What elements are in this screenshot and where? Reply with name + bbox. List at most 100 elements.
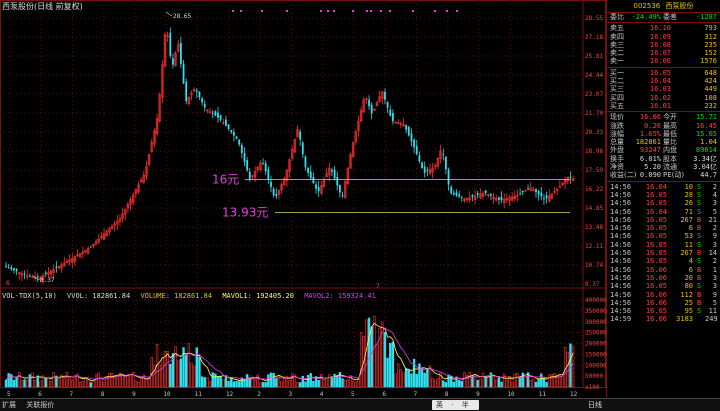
event-marker (366, 10, 368, 12)
stock-header[interactable]: 002536 西泵股份 (607, 0, 720, 13)
kline-candle (262, 162, 264, 164)
kline-candle (187, 96, 191, 105)
kline-candle (89, 246, 92, 248)
ime-toolbar[interactable]: 英 · 半 (432, 400, 479, 410)
kline-candle (455, 192, 458, 196)
kline-candle (155, 118, 159, 134)
volume-bar (68, 377, 71, 388)
stat-value: 0.090 (639, 171, 661, 180)
tick-count: 9 (712, 232, 717, 241)
kline-candle (495, 198, 498, 201)
stat-row: 涨幅 1.65% 最低 15.65 (607, 130, 720, 138)
price-tick-label: 24.44 (585, 72, 603, 79)
kline-candle (177, 44, 180, 52)
kline-candle (243, 152, 246, 162)
volume-bar (304, 381, 307, 388)
volume-bar (179, 358, 183, 388)
event-marker (286, 10, 288, 12)
kline-candle (415, 146, 418, 155)
kline-candle (527, 188, 529, 190)
tick-price: 16.05 (645, 257, 667, 266)
order-label: 买五 (610, 101, 624, 110)
kline-candle (373, 108, 376, 111)
kline-candle (116, 221, 119, 225)
volume-bar (290, 373, 294, 388)
kline-candle (246, 160, 249, 171)
tick-row: 14:56 16.05 53 S 9 (607, 232, 720, 240)
kline-candle (124, 208, 127, 215)
order-row: 卖二 16.07 152 (607, 49, 720, 57)
tick-time: 14:56 (610, 249, 632, 258)
quote-panel: 002536 西泵股份 委比 -24.49% 委差 -1287 卖五 16.10 7… (606, 0, 720, 398)
volume-bar (426, 368, 429, 388)
kline-candle (110, 226, 114, 230)
kline-candle (349, 154, 352, 169)
kline-candle (299, 131, 302, 140)
order-label: 卖四 (610, 32, 624, 41)
stat-value: 15.65 (695, 129, 717, 138)
volume-bar (370, 326, 373, 388)
kline-candle (458, 194, 461, 197)
tick-price: 16.05 (645, 232, 667, 241)
kline-candle (354, 131, 357, 143)
volume-bar (341, 378, 344, 388)
volume-bar (177, 360, 180, 388)
tick-row: 14:59 16.06 3183 249 (607, 315, 720, 323)
ime-half-width[interactable]: 半 (461, 401, 469, 409)
chart-area[interactable]: 28.55 27.18 25.81 24.44 23.07 21.70 20.33 18.96… (0, 0, 606, 400)
kline-candle (370, 104, 373, 114)
tick-direction: S (697, 207, 702, 216)
ime-english-mode[interactable]: 英 (436, 401, 443, 409)
kline-candle (423, 166, 426, 173)
kline-candle (516, 195, 519, 197)
vvol-value: VVOL: 182861.84 (67, 292, 131, 300)
chart-frame (0, 0, 606, 388)
kline-chart[interactable]: 28.55 27.18 25.81 24.44 23.07 21.70 20.33 18.96… (0, 0, 606, 400)
tab-related-quotes[interactable]: 关联报价 (26, 401, 55, 409)
tick-direction: B (697, 290, 702, 299)
kline-candle (192, 89, 196, 92)
kline-candle (211, 113, 214, 114)
volume-bar (362, 335, 365, 388)
order-label: 买一 (610, 68, 624, 77)
kline-candle (290, 149, 294, 159)
volume-bar (468, 372, 471, 388)
volume-bar (65, 372, 69, 388)
order-volume: 232 (704, 101, 717, 110)
tick-direction: S (697, 240, 702, 249)
kline-candle (182, 63, 185, 84)
kline-candle (365, 98, 368, 100)
kline-candle (163, 34, 167, 67)
stat-label: 收益(二) (610, 171, 637, 180)
volume-bar (444, 382, 448, 388)
date-tick-label: 3 (289, 391, 293, 398)
kline-candle (259, 162, 262, 171)
kline-candle (118, 218, 122, 222)
stat-label: 内盘 (663, 146, 677, 155)
tick-count: 2 (712, 182, 717, 191)
low-price-label: 8.37 (40, 277, 55, 284)
volume-bar (375, 344, 379, 388)
volume-bar (10, 374, 13, 388)
kline-candle (206, 109, 209, 111)
volume-bar (275, 378, 278, 388)
volume-bar (563, 347, 567, 388)
kline-candle (134, 189, 138, 194)
tick-count: 2 (712, 224, 717, 233)
kline-candle (145, 166, 148, 177)
kline-candle (325, 173, 328, 178)
volume-bar (420, 368, 424, 388)
ime-punct-mode[interactable]: · (451, 401, 454, 409)
stat-value: 6.01% (639, 154, 661, 163)
volume-bar (553, 373, 556, 388)
volume-bar (540, 373, 543, 388)
tick-time: 14:56 (610, 232, 632, 241)
tick-volume: 25 (684, 298, 693, 307)
price-tick-label: 9.37 (585, 281, 600, 288)
kline-candle (555, 189, 559, 191)
kline-candle (270, 181, 272, 188)
order-price: 16.08 (649, 40, 671, 49)
volume-bar (240, 377, 244, 388)
volume-bar (338, 372, 342, 388)
tab-expand[interactable]: 扩展 (2, 401, 16, 409)
